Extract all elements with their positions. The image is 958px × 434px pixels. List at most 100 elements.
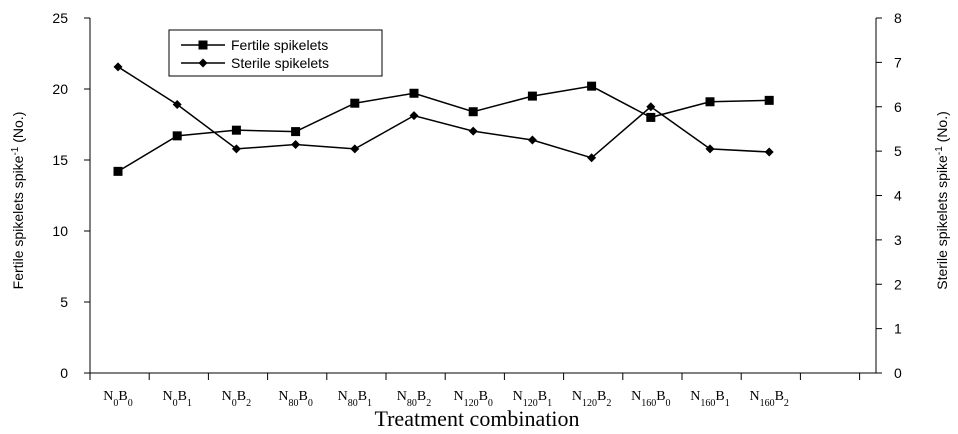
- x-category-label: N80B2: [397, 389, 431, 409]
- left-y-axis-title-sup: -1: [10, 146, 21, 155]
- x-category-label-base: N: [397, 389, 407, 404]
- x-category-label-base: B: [118, 389, 127, 404]
- x-category-label-subscript: 1: [367, 398, 372, 409]
- x-category-label: N80B0: [278, 389, 312, 409]
- x-category-label-base: B: [538, 389, 547, 404]
- sterile-data-point: [527, 135, 537, 145]
- fertile-data-point: [705, 97, 715, 107]
- x-category-label-subscript: 160: [760, 398, 775, 409]
- x-category-label: N160B2: [749, 389, 788, 409]
- x-category-label-base: B: [479, 389, 488, 404]
- x-category-label-base: N: [749, 389, 759, 404]
- fertile-data-point: [527, 91, 537, 101]
- x-category-label: N160B0: [631, 389, 670, 409]
- x-category-label-base: B: [417, 389, 426, 404]
- series-layer: [113, 62, 774, 176]
- right-y-tick-label: 5: [894, 143, 902, 159]
- x-category-label: N120B0: [453, 389, 492, 409]
- fertile-data-point: [113, 166, 123, 176]
- right-y-tick-label: 8: [894, 10, 902, 26]
- x-category-label-subscript: 0: [666, 398, 671, 409]
- x-category-label-base: B: [237, 389, 246, 404]
- x-category-label-base: N: [338, 389, 348, 404]
- x-category-label-subscript: 0: [173, 398, 178, 409]
- x-category-label-subscript: 80: [407, 398, 417, 409]
- series-line-0: [117, 85, 770, 173]
- sterile-data-point: [705, 144, 715, 154]
- x-category-label-subscript: 160: [641, 398, 656, 409]
- left-y-tick-label: 20: [52, 81, 68, 97]
- x-category-label: N0B2: [222, 389, 251, 409]
- x-category-label-base: N: [690, 389, 700, 404]
- x-category-label-base: N: [222, 389, 232, 404]
- left-y-axis-title: Fertile spikelets spike-1 (No.): [10, 112, 27, 290]
- x-category-label-base: B: [656, 389, 665, 404]
- x-category-label-base: B: [715, 389, 724, 404]
- series-line-1: [117, 66, 770, 159]
- x-category-label-base: N: [278, 389, 288, 404]
- x-category-label-subscript: 80: [288, 398, 298, 409]
- fertile-data-point: [291, 127, 301, 137]
- sterile-data-point: [409, 111, 419, 121]
- right-y-tick-label: 6: [894, 99, 902, 115]
- left-y-axis-title-suffix: (No.): [10, 112, 26, 147]
- x-category-label-subscript: 1: [187, 398, 192, 409]
- x-category-label-base: B: [178, 389, 187, 404]
- x-category-label-subscript: 2: [784, 398, 789, 409]
- fertile-data-point: [172, 131, 182, 141]
- x-category-label-subscript: 80: [348, 398, 358, 409]
- x-axis-ticks: N0B0 N0B1 N0B2 N80B0 N80B1 N80B2 N120B0 N120B1 N…: [89, 373, 861, 409]
- x-category-label: N160B1: [690, 389, 729, 409]
- sterile-data-point: [468, 126, 478, 136]
- right-y-axis-title-text: Sterile spikelets spike: [934, 155, 950, 290]
- legend-box: [168, 29, 383, 77]
- x-category-label-base: N: [572, 389, 582, 404]
- right-y-axis-title-suffix: (No.): [934, 111, 950, 146]
- x-category-label-subscript: 0: [128, 398, 133, 409]
- x-category-label-subscript: 0: [308, 398, 313, 409]
- x-category-label-base: B: [597, 389, 606, 404]
- x-category-label: N120B2: [572, 389, 611, 409]
- fertile-data-point: [646, 112, 656, 122]
- fertile-data-point: [409, 88, 419, 98]
- fertile-data-point: [587, 81, 597, 91]
- fertile-data-point: [350, 98, 360, 108]
- x-category-label: N0B0: [103, 389, 132, 409]
- right-y-axis-title: Sterile spikelets spike-1 (No.): [934, 111, 951, 290]
- x-category-label-subscript: 120: [464, 398, 479, 409]
- x-category-label-subscript: 1: [547, 398, 552, 409]
- right-y-tick-label: 7: [894, 54, 902, 70]
- x-category-label: N80B1: [338, 389, 372, 409]
- left-y-tick-label: 5: [60, 294, 68, 310]
- fertile-data-point: [468, 107, 478, 117]
- legend-label-sterile: Sterile spikelets: [231, 55, 329, 71]
- left-y-tick-label: 0: [60, 365, 68, 381]
- left-y-axis-title-text: Fertile spikelets spike: [10, 155, 26, 289]
- x-category-label-base: N: [513, 389, 523, 404]
- sterile-data-point: [291, 139, 301, 149]
- legend: Fertile spikelets Sterile spikelets: [168, 29, 383, 77]
- x-category-label-subscript: 1: [725, 398, 730, 409]
- left-y-tick-label: 15: [52, 152, 68, 168]
- x-axis-title: Treatment combination: [374, 406, 579, 431]
- x-category-label: N0B1: [162, 389, 191, 409]
- left-y-tick-label: 25: [52, 10, 68, 26]
- sterile-data-point: [231, 144, 241, 154]
- x-category-label-subscript: 2: [426, 398, 431, 409]
- x-category-label: N120B1: [513, 389, 552, 409]
- right-y-tick-label: 2: [894, 276, 902, 292]
- x-category-label-subscript: 0: [232, 398, 237, 409]
- x-category-label-base: B: [298, 389, 307, 404]
- x-category-label-base: N: [162, 389, 172, 404]
- x-category-label-subscript: 160: [700, 398, 715, 409]
- legend-marker-sterile: [198, 58, 208, 68]
- sterile-data-point: [350, 144, 360, 154]
- x-category-label-subscript: 2: [606, 398, 611, 409]
- sterile-data-point: [646, 102, 656, 112]
- x-category-label-subscript: 120: [582, 398, 597, 409]
- right-y-tick-label: 0: [894, 365, 902, 381]
- right-y-tick-label: 4: [894, 188, 902, 204]
- left-y-axis-ticks: 0 5 10 15 20 25: [52, 10, 90, 381]
- sterile-data-point: [587, 153, 597, 163]
